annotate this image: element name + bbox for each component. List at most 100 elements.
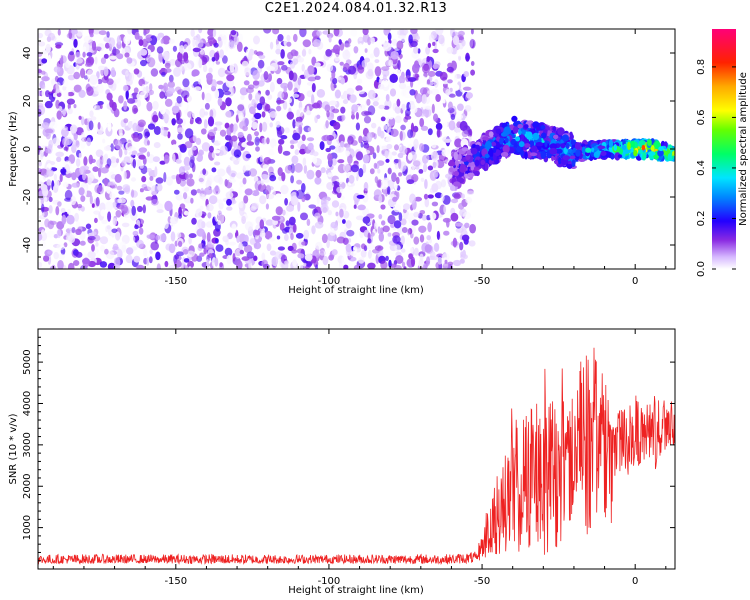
- x-tick-label: -150: [164, 576, 187, 587]
- spectrogram-cell: [308, 48, 312, 55]
- spectrogram-cell: [99, 202, 106, 212]
- spectrogram-cell: [290, 175, 294, 184]
- spectrogram-cell: [145, 196, 154, 201]
- spectrogram-cell: [207, 116, 215, 127]
- spectrogram-cell: [365, 150, 371, 154]
- spectrogram-cell: [362, 192, 369, 203]
- spectrogram-cell: [133, 255, 141, 263]
- spectrogram-cell: [131, 150, 138, 155]
- spectrogram-cell: [230, 29, 237, 36]
- spectrogram-cell: [132, 158, 136, 169]
- spectrogram-cell: [406, 179, 415, 185]
- spectrogram-cell: [405, 237, 412, 247]
- spectrogram-cell: [428, 34, 435, 42]
- spectrogram-cell: [91, 231, 97, 236]
- spectrogram-signal-cell: [574, 142, 581, 150]
- spectrogram-cell: [125, 89, 129, 100]
- spectrogram-cell: [54, 179, 60, 189]
- spectrogram-cell: [384, 150, 389, 159]
- spectrogram-signal-cell: [480, 159, 485, 165]
- spectrogram-cell: [293, 87, 299, 95]
- spectrogram-cell: [237, 104, 245, 111]
- spectrogram-cell: [239, 87, 248, 96]
- spectrogram-signal-cell: [499, 137, 504, 145]
- spectrogram-cell: [79, 166, 85, 175]
- spectrogram-cell: [239, 243, 244, 249]
- spectrogram-cell: [358, 135, 363, 144]
- spectrogram-cell: [198, 177, 204, 183]
- spectrogram-cell: [117, 248, 123, 259]
- spectrogram-cell: [224, 247, 233, 257]
- spectrogram-cell: [396, 176, 400, 185]
- spectrogram-cell: [214, 257, 219, 267]
- spectrogram-cell: [190, 189, 197, 196]
- spectrogram-cell: [413, 46, 419, 54]
- spectrogram-cell: [132, 230, 139, 237]
- spectrogram-signal-cell: [571, 159, 576, 167]
- spectrogram-cell: [211, 167, 217, 173]
- spectrogram-cell: [112, 243, 119, 250]
- spectrogram-signal-cell: [493, 145, 497, 153]
- spectrogram-cell: [268, 73, 272, 82]
- spectrogram-cell: [138, 39, 144, 46]
- spectrogram-cell: [322, 30, 331, 35]
- spectrogram-cell: [57, 260, 64, 269]
- spectrogram-cell: [361, 60, 368, 68]
- spectrogram-cell: [209, 109, 214, 118]
- spectrogram-signal-cell: [581, 146, 587, 154]
- spectrogram-cell: [269, 81, 275, 93]
- spectrogram-cell: [118, 95, 124, 104]
- spectrogram-signal-cell: [535, 142, 544, 147]
- spectrogram-cell: [386, 143, 393, 150]
- spectrogram-cell: [324, 104, 331, 112]
- spectrogram-cell: [345, 220, 352, 229]
- spectrogram-cell: [127, 98, 136, 104]
- spectrogram-cell: [353, 204, 357, 209]
- spectrogram-cell: [46, 179, 52, 186]
- spectrogram-cell: [188, 266, 192, 269]
- spectrogram-cell: [88, 120, 94, 131]
- spectrogram-cell: [123, 118, 129, 124]
- spectrogram-cell: [342, 99, 349, 105]
- spectrogram-cell: [98, 167, 102, 178]
- spectrogram-cell: [296, 179, 303, 185]
- spectrogram-cell: [328, 100, 338, 106]
- spectrogram-signal-cell: [460, 164, 464, 172]
- spectrogram-cell: [254, 230, 261, 236]
- spectrogram-cell: [392, 196, 398, 202]
- spectrogram-signal-cell: [474, 159, 480, 167]
- spectrogram-signal-cell: [572, 147, 577, 153]
- spectrogram-cell: [339, 61, 344, 66]
- spectrogram-signal-cell: [570, 139, 576, 146]
- spectrogram-cell: [273, 145, 277, 154]
- spectrogram-cell: [388, 259, 392, 268]
- spectrogram-cell: [261, 121, 268, 132]
- spectrogram-cell: [432, 41, 436, 47]
- spectrogram-cell: [204, 102, 210, 110]
- spectrogram-cell: [373, 222, 378, 230]
- spectrogram-cell: [314, 75, 321, 81]
- spectrogram-cell: [296, 248, 305, 254]
- spectrogram-cell: [198, 149, 203, 156]
- spectrogram-cell: [393, 264, 402, 269]
- spectrogram-cell: [55, 99, 60, 109]
- spectrogram-cell: [422, 64, 430, 74]
- spectrogram-cell: [266, 193, 275, 200]
- spectrogram-cell: [316, 89, 326, 98]
- spectrogram-cell: [321, 233, 328, 244]
- spectrogram-cell: [228, 178, 237, 183]
- spectrogram-cell: [343, 43, 351, 48]
- spectrogram-cell: [374, 245, 384, 251]
- spectrogram-cell: [86, 86, 94, 96]
- spectrogram-cell: [452, 31, 459, 37]
- colorbar-gradient: [712, 29, 736, 269]
- colorbar-ticks: 0.0 0.2 0.4 0.6 0.8: [696, 59, 736, 277]
- spectrogram-cell: [394, 244, 401, 252]
- spectrogram-cell: [436, 219, 442, 227]
- y-tick-label: 3000: [22, 432, 33, 457]
- spectrogram-cell: [49, 220, 57, 225]
- spectrogram-cell: [371, 122, 377, 129]
- spectrogram-cell: [349, 94, 357, 103]
- spectrogram-signal-cell: [500, 132, 508, 137]
- spectrogram-cell: [117, 197, 126, 204]
